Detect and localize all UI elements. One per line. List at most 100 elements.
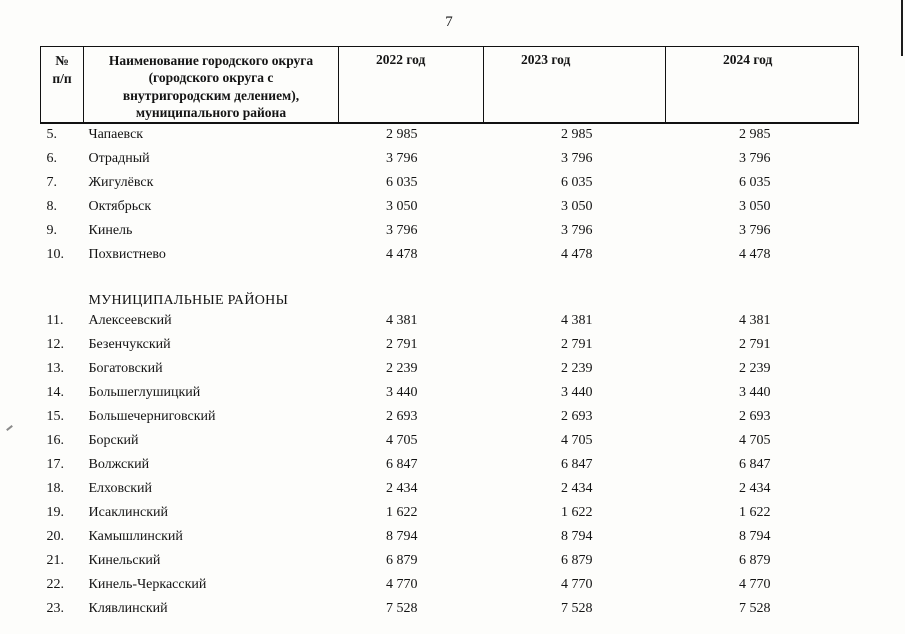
table-row: 17. Волжский 6 847 6 847 6 847 [41,453,859,477]
table-row: 13. Богатовский 2 239 2 239 2 239 [41,357,859,381]
value-2022: 8 794 [386,528,418,544]
table-row: 21. Кинельский 6 879 6 879 6 879 [41,549,859,573]
value-2024: 6 847 [739,456,771,472]
table-row: 5. Чапаевск 2 985 2 985 2 985 [41,123,859,147]
value-2022: 2 693 [386,408,418,424]
value-2023: 2 985 [561,127,593,142]
table-row: 8. Октябрьск 3 050 3 050 3 050 [41,195,859,219]
value-2023: 1 622 [561,504,593,520]
value-2024: 8 794 [739,528,771,544]
table-header: № п/п Наименование городского округа (го… [40,46,859,124]
value-2022: 6 879 [386,552,418,568]
table-row: 6. Отрадный 3 796 3 796 3 796 [41,147,859,171]
document-page: 7 № п/п Наименование городского округа (… [6,0,903,621]
header-2023: 2023 год [483,46,666,124]
value-2022: 3 796 [386,150,418,166]
value-2023: 7 528 [561,600,593,616]
value-2024: 2 985 [739,127,771,142]
row-number: 9. [46,222,58,238]
row-number: 14. [46,384,65,400]
value-2022: 7 528 [386,600,418,616]
value-2022: 4 770 [386,576,418,592]
table-row: 16. Борский 4 705 4 705 4 705 [41,429,859,453]
scan-artifact-mark [6,425,13,431]
table-row: 14. Большеглушицкий 3 440 3 440 3 440 [41,381,859,405]
row-number: 17. [46,456,65,472]
value-2022: 3 796 [386,222,418,238]
table-row: 20. Камышлинский 8 794 8 794 8 794 [41,525,859,549]
row-number: 11. [46,312,64,328]
value-2022: 4 705 [386,432,418,448]
value-2023: 3 440 [561,384,593,400]
value-2022: 2 791 [386,336,418,352]
row-number: 23. [46,600,65,616]
value-2023: 3 796 [561,150,593,166]
value-2022: 2 434 [386,480,418,496]
value-2023: 6 879 [561,552,593,568]
row-number: 5. [46,127,58,142]
table-row: 7. Жигулёвск 6 035 6 035 6 035 [41,171,859,195]
value-2024: 2 239 [739,360,771,376]
value-2023: 2 791 [561,336,593,352]
value-2023: 8 794 [561,528,593,544]
row-number: 16. [46,432,65,448]
section-row: МУНИЦИПАЛЬНЫЕ РАЙОНЫ [41,267,859,309]
table-row: 22. Кинель-Черкасский 4 770 4 770 4 770 [41,573,859,597]
value-2023: 3 796 [561,222,593,238]
row-number: 12. [46,336,65,352]
value-2024: 3 796 [739,150,771,166]
table-row: 11. Алексеевский 4 381 4 381 4 381 [41,309,859,333]
value-2024: 4 381 [739,312,771,328]
row-name: Волжский [88,456,150,472]
row-number: 19. [46,504,65,520]
value-2024: 2 693 [739,408,771,424]
value-2024: 3 796 [739,222,771,238]
row-name: Большеглушицкий [88,384,201,400]
value-2024: 4 478 [739,246,771,262]
value-2023: 4 705 [561,432,593,448]
row-name: Похвистнево [88,246,166,262]
row-name: Безенчукский [88,336,171,352]
row-name: Жигулёвск [88,174,154,190]
header-2022: 2022 год [338,46,484,124]
value-2023: 3 050 [561,198,593,214]
value-2024: 4 705 [739,432,771,448]
data-table: № п/п Наименование городского округа (го… [40,46,859,621]
table-row: 15. Большечерниговский 2 693 2 693 2 693 [41,405,859,429]
row-number: 21. [46,552,65,568]
table-row: 18. Елховский 2 434 2 434 2 434 [41,477,859,501]
row-name: Клявлинский [88,600,168,616]
row-name: Камышлинский [88,528,183,544]
row-number: 22. [46,576,65,592]
row-number: 15. [46,408,65,424]
value-2023: 4 770 [561,576,593,592]
header-name: Наименование городского округа (городско… [83,46,339,124]
value-2022: 2 985 [386,127,418,142]
row-name: Исаклинский [88,504,168,520]
table-row: 9. Кинель 3 796 3 796 3 796 [41,219,859,243]
row-number: 10. [46,246,65,262]
value-2023: 2 434 [561,480,593,496]
value-2023: 2 239 [561,360,593,376]
row-name: Чапаевск [88,127,144,142]
table-row: 10. Похвистнево 4 478 4 478 4 478 [41,243,859,267]
row-number: 13. [46,360,65,376]
value-2024: 4 770 [739,576,771,592]
row-name: Богатовский [88,360,163,376]
value-2023: 6 035 [561,174,593,190]
row-name: Отрадный [88,150,150,166]
value-2022: 1 622 [386,504,418,520]
row-name: Кинельский [88,552,161,568]
value-2022: 6 847 [386,456,418,472]
page-number: 7 [445,14,453,30]
value-2022: 6 035 [386,174,418,190]
row-number [41,267,84,309]
header-num: № п/п [40,46,84,124]
header-2024: 2024 год [665,46,859,124]
row-name: Большечерниговский [88,408,216,424]
section-label: МУНИЦИПАЛЬНЫЕ РАЙОНЫ [88,292,289,308]
value-2022: 4 478 [386,246,418,262]
row-number: 18. [46,480,65,496]
value-2023: 6 847 [561,456,593,472]
table-row: 12. Безенчукский 2 791 2 791 2 791 [41,333,859,357]
